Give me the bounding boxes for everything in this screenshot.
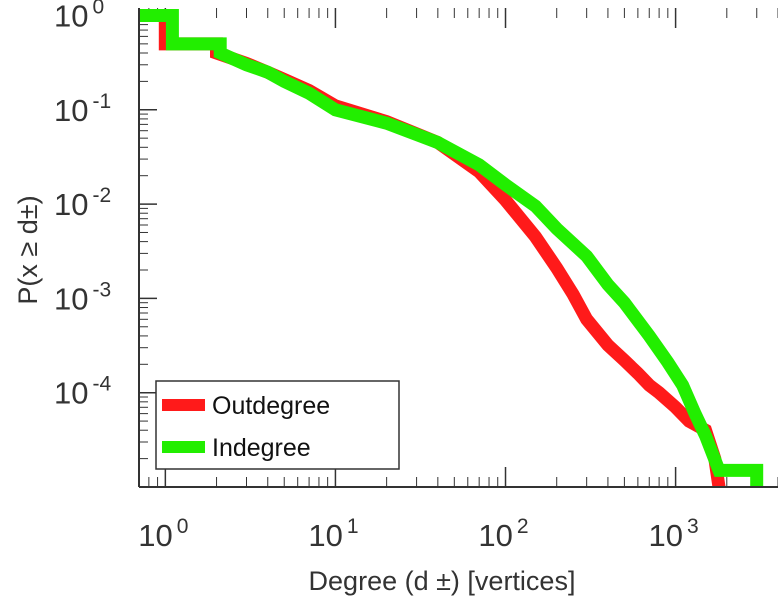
- x-tick-labels: 10 0 10 1 10 2 10 3: [138, 515, 698, 553]
- series-line-indegree: [139, 9, 764, 487]
- y-tick-label: 10 0: [54, 0, 104, 33]
- legend-label-outdegree: Outdegree: [212, 392, 330, 420]
- series-layer: [139, 9, 764, 488]
- x-tick-label: 10 0: [138, 515, 188, 553]
- y-axis-title: P(x ≥ d±): [13, 195, 43, 304]
- x-tick-label: 10 3: [649, 515, 699, 553]
- legend-box: [155, 380, 400, 470]
- x-tick-label: 10 2: [478, 515, 528, 553]
- y-tick-label: 10 -4: [54, 373, 111, 411]
- x-tick-label: 10 1: [308, 515, 358, 553]
- y-tick-label: 10 -1: [54, 90, 111, 128]
- legend-label-indegree: Indegree: [212, 434, 311, 462]
- major-tick-marks: [139, 8, 677, 487]
- y-tick-label: 10 -2: [54, 184, 111, 222]
- legend: Outdegree Indegree: [155, 380, 400, 470]
- x-axis-title: Degree (d ±) [vertices]: [309, 566, 576, 596]
- y-tick-label: 10 -3: [54, 278, 111, 316]
